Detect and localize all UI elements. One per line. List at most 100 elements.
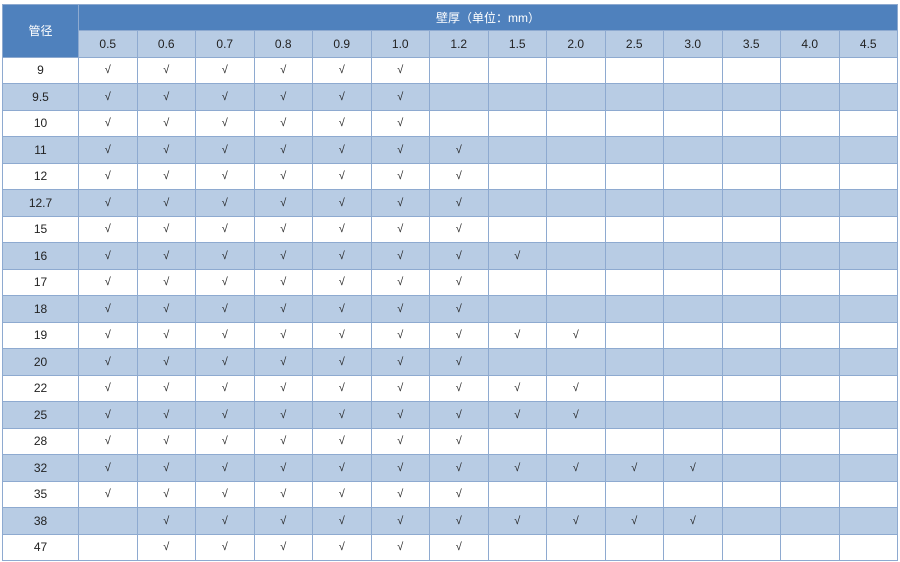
table-row: 12 √ √ √ √ √ √ √ [2, 162, 898, 190]
availability-cell: √ [312, 56, 372, 84]
availability-cell [780, 268, 840, 296]
availability-cell: √ [136, 56, 196, 84]
thickness-column-header: 4.5 [838, 30, 898, 58]
availability-cell [780, 56, 840, 84]
table-row: 28 √ √ √ √ √ √ √ [2, 427, 898, 455]
availability-cell [780, 162, 840, 190]
availability-cell [780, 427, 840, 455]
table-row: 16 √ √ √ √ √ √ √ √ [2, 242, 898, 270]
availability-cell: √ [136, 215, 196, 243]
availability-cell [546, 348, 606, 376]
availability-cell: √ [429, 401, 489, 429]
availability-cell [838, 427, 898, 455]
table-row: 25 √ √ √ √ √ √ √ √ √ [2, 401, 898, 429]
availability-cell: √ [546, 401, 606, 429]
availability-cell [487, 427, 547, 455]
availability-cell: √ [78, 401, 138, 429]
availability-cell [663, 162, 723, 190]
availability-cell: √ [78, 162, 138, 190]
availability-cell: √ [136, 162, 196, 190]
availability-cell: √ [604, 454, 664, 482]
thickness-column-header: 1.2 [429, 30, 489, 58]
availability-cell: √ [136, 480, 196, 508]
table-row: 17 √ √ √ √ √ √ √ [2, 268, 898, 296]
availability-cell: √ [78, 374, 138, 402]
availability-cell [663, 533, 723, 561]
availability-cell: √ [78, 295, 138, 323]
availability-cell [487, 162, 547, 190]
table-row: 15 √ √ √ √ √ √ √ [2, 215, 898, 243]
availability-cell: √ [312, 480, 372, 508]
availability-cell [780, 189, 840, 217]
availability-cell: √ [429, 507, 489, 535]
pipe-diameter-header: 管径 [2, 4, 79, 58]
availability-cell [721, 268, 781, 296]
availability-cell: √ [370, 242, 430, 270]
availability-cell: √ [429, 480, 489, 508]
availability-cell [487, 215, 547, 243]
availability-cell [429, 56, 489, 84]
pipe-diameter-cell: 22 [2, 374, 79, 402]
availability-cell [838, 401, 898, 429]
pipe-diameter-cell: 47 [2, 533, 79, 561]
availability-cell [663, 480, 723, 508]
availability-cell [604, 533, 664, 561]
availability-cell: √ [312, 242, 372, 270]
availability-cell: √ [136, 321, 196, 349]
availability-cell [487, 295, 547, 323]
availability-cell: √ [253, 189, 313, 217]
availability-cell: √ [312, 507, 372, 535]
pipe-diameter-cell: 12.7 [2, 189, 79, 217]
availability-cell [838, 56, 898, 84]
table-row: 20 √ √ √ √ √ √ √ [2, 348, 898, 376]
pipe-diameter-cell: 18 [2, 295, 79, 323]
availability-cell [604, 56, 664, 84]
availability-cell [663, 56, 723, 84]
thickness-column-header: 0.7 [195, 30, 255, 58]
availability-cell: √ [195, 83, 255, 111]
table-row: 18 √ √ √ √ √ √ √ [2, 295, 898, 323]
availability-cell [838, 321, 898, 349]
pipe-diameter-cell: 38 [2, 507, 79, 535]
availability-cell: √ [370, 348, 430, 376]
availability-cell: √ [136, 83, 196, 111]
availability-cell: √ [429, 162, 489, 190]
availability-cell: √ [312, 348, 372, 376]
availability-cell: √ [370, 162, 430, 190]
availability-cell [780, 242, 840, 270]
thickness-header-row: 0.5 0.6 0.7 0.8 0.9 1.0 1.2 1.5 2.0 2.5 3.0 3.5 4.0 4… [3, 30, 898, 58]
availability-cell [604, 480, 664, 508]
availability-cell: √ [429, 189, 489, 217]
pipe-diameter-cell: 19 [2, 321, 79, 349]
table-row: 11 √ √ √ √ √ √ √ [2, 136, 898, 164]
availability-cell [721, 242, 781, 270]
pipe-diameter-cell: 10 [2, 109, 79, 137]
availability-cell [78, 533, 138, 561]
availability-cell: √ [253, 268, 313, 296]
table-row: 35 √ √ √ √ √ √ √ [2, 480, 898, 508]
availability-cell [663, 109, 723, 137]
availability-cell: √ [312, 189, 372, 217]
availability-cell [429, 83, 489, 111]
availability-cell: √ [487, 374, 547, 402]
availability-cell: √ [370, 56, 430, 84]
thickness-column-header: 4.0 [780, 30, 840, 58]
table-row: 12.7 √ √ √ √ √ √ √ [2, 189, 898, 217]
thickness-column-header: 2.5 [604, 30, 664, 58]
availability-cell [780, 83, 840, 111]
table-row: 19 √ √ √ √ √ √ √ √ √ [2, 321, 898, 349]
availability-cell [546, 480, 606, 508]
pipe-spec-table: 管径 壁厚（单位：mm） 0.5 0.6 0.7 0.8 0.9 1.0 1.2 1.5 2.0… [2, 4, 898, 561]
availability-cell [721, 321, 781, 349]
availability-cell: √ [195, 109, 255, 137]
availability-cell [838, 533, 898, 561]
availability-cell: √ [195, 454, 255, 482]
availability-cell: √ [312, 427, 372, 455]
availability-cell: √ [370, 507, 430, 535]
availability-cell: √ [253, 427, 313, 455]
availability-cell: √ [312, 533, 372, 561]
availability-cell [546, 56, 606, 84]
availability-cell: √ [253, 321, 313, 349]
availability-cell: √ [370, 480, 430, 508]
availability-cell: √ [487, 454, 547, 482]
